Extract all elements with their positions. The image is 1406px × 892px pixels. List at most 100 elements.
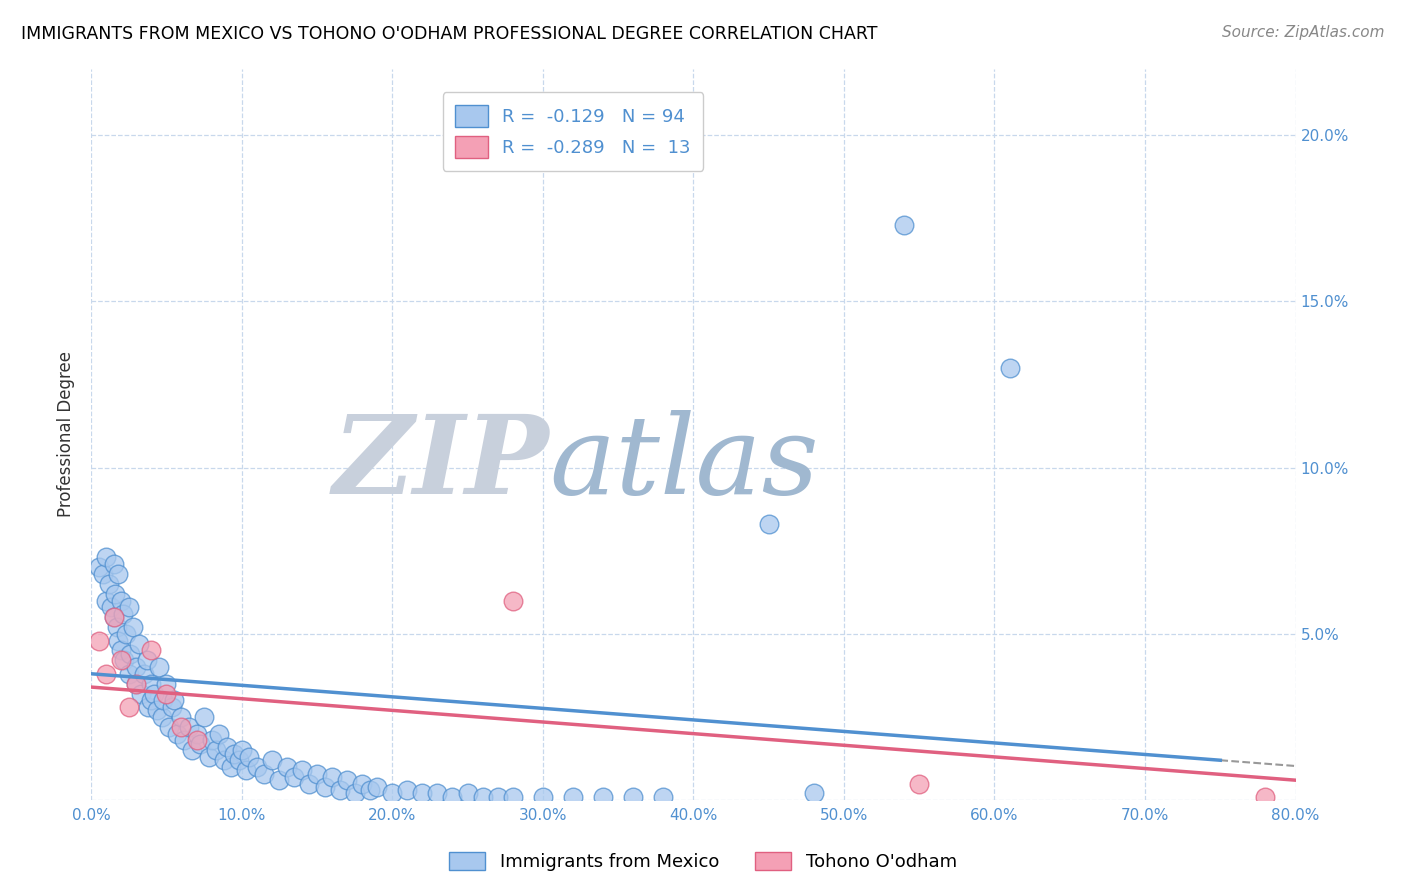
Point [87, 633, 110, 648]
Point [186, 726, 208, 740]
Point [321, 770, 343, 784]
Point [471, 789, 494, 804]
Point [186, 733, 208, 747]
Point [269, 773, 291, 788]
Point [197, 750, 219, 764]
Point [231, 743, 253, 757]
Point [166, 726, 188, 740]
Point [110, 593, 132, 607]
Point [150, 710, 173, 724]
Point [188, 737, 211, 751]
Point [177, 720, 200, 734]
Point [118, 700, 141, 714]
Point [359, 783, 381, 797]
Point [215, 739, 238, 754]
Point [621, 789, 644, 804]
Point [155, 687, 177, 701]
Point [107, 633, 129, 648]
Point [132, 666, 155, 681]
Point [219, 760, 242, 774]
Point [103, 610, 125, 624]
Point [531, 789, 554, 804]
Point [162, 700, 184, 714]
Point [155, 677, 177, 691]
Point [143, 687, 166, 701]
Point [502, 593, 524, 607]
Point [235, 763, 257, 777]
Text: IMMIGRANTS FROM MEXICO VS TOHONO O'ODHAM PROFESSIONAL DEGREE CORRELATION CHART: IMMIGRANTS FROM MEXICO VS TOHONO O'ODHAM… [21, 25, 877, 43]
Text: ZIP: ZIP [332, 409, 548, 517]
Point [105, 620, 128, 634]
Point [998, 360, 1021, 375]
Point [212, 753, 235, 767]
Point [486, 789, 509, 804]
Point [170, 710, 193, 724]
Point [96, 593, 118, 607]
Point [411, 787, 433, 801]
Point [336, 773, 359, 788]
Point [96, 666, 118, 681]
Point [205, 743, 228, 757]
Point [170, 720, 193, 734]
Point [103, 610, 125, 624]
Point [381, 787, 404, 801]
Point [173, 733, 195, 747]
Point [111, 607, 134, 621]
Point [104, 587, 127, 601]
Point [893, 218, 915, 232]
Point [138, 700, 160, 714]
Point [159, 720, 181, 734]
Point [1254, 789, 1277, 804]
Point [91, 567, 114, 582]
Point [457, 787, 479, 801]
Point [502, 789, 524, 804]
Point [152, 693, 174, 707]
Point [224, 747, 246, 761]
Point [260, 753, 283, 767]
Point [141, 693, 163, 707]
Point [253, 766, 276, 780]
Point [652, 789, 675, 804]
Point [592, 789, 614, 804]
Point [441, 789, 464, 804]
Point [276, 760, 298, 774]
Text: atlas: atlas [548, 409, 818, 517]
Point [803, 787, 825, 801]
Point [758, 517, 780, 532]
Point [114, 627, 136, 641]
Point [181, 743, 204, 757]
Point [135, 653, 157, 667]
Point [366, 780, 388, 794]
Point [426, 787, 449, 801]
Point [200, 733, 222, 747]
Point [112, 653, 135, 667]
Point [329, 783, 352, 797]
Point [305, 766, 328, 780]
Point [314, 780, 336, 794]
Point [96, 550, 118, 565]
Text: Source: ZipAtlas.com: Source: ZipAtlas.com [1222, 25, 1385, 40]
Point [125, 677, 148, 691]
Point [396, 783, 419, 797]
Point [118, 600, 141, 615]
Point [343, 787, 366, 801]
Point [148, 660, 170, 674]
Legend: Immigrants from Mexico, Tohono O'odham: Immigrants from Mexico, Tohono O'odham [441, 845, 965, 879]
Y-axis label: Professional Degree: Professional Degree [58, 351, 75, 517]
Point [118, 666, 141, 681]
Point [163, 693, 186, 707]
Point [87, 560, 110, 574]
Legend: R =  -0.129   N = 94, R =  -0.289   N =  13: R = -0.129 N = 94, R = -0.289 N = 13 [443, 92, 703, 170]
Point [228, 753, 250, 767]
Point [125, 677, 148, 691]
Point [561, 789, 583, 804]
Point [141, 643, 163, 657]
Point [128, 637, 150, 651]
Point [146, 703, 169, 717]
Point [100, 600, 122, 615]
Point [193, 710, 215, 724]
Point [107, 567, 129, 582]
Point [352, 776, 374, 790]
Point [238, 750, 260, 764]
Point [120, 647, 142, 661]
